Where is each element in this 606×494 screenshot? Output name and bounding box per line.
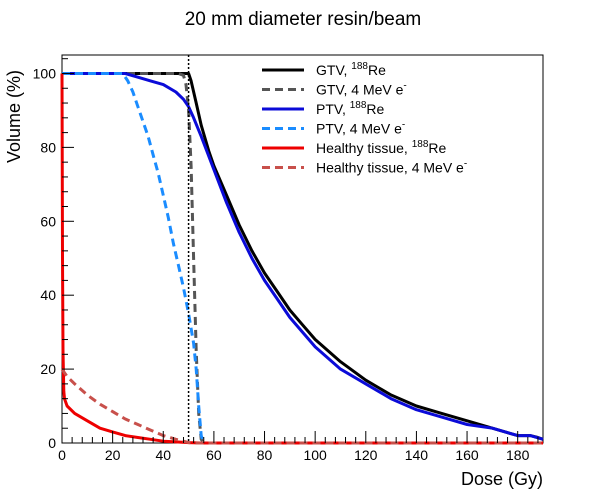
y-tick-label: 60: [40, 213, 56, 229]
y-tick-label: 0: [48, 435, 56, 451]
legend: GTV, 188Re GTV, 4 MeV e- PTV, 188Re PTV, 4 …: [262, 61, 467, 176]
plot-frame: [61, 54, 544, 444]
x-tick-label: 120: [354, 447, 378, 463]
plot-area: [60, 54, 544, 445]
y-tick-label: 100: [33, 65, 57, 81]
chart-title: 20 mm diameter resin/beam: [185, 9, 422, 30]
legend-label-5: Healthy tissue, 188Re: [316, 139, 447, 156]
x-tick-label: 160: [455, 447, 479, 463]
series-line-3: [62, 72, 544, 441]
x-tick-label: 180: [506, 447, 530, 463]
legend-label-2: GTV, 4 MeV e-: [316, 81, 407, 98]
x-tick-label: 100: [303, 447, 327, 463]
legend-label-3: PTV, 188Re: [316, 100, 385, 117]
x-tick-label: 0: [58, 447, 66, 463]
y-tick-label: 40: [40, 287, 56, 303]
series-line-5: [60, 73, 543, 445]
x-tick-label: 20: [105, 447, 121, 463]
y-axis-label: Volume (%): [4, 70, 24, 163]
legend-label-6: Healthy tissue, 4 MeV e-: [316, 159, 467, 176]
series-line-4: [62, 72, 543, 445]
series-line-2: [62, 72, 543, 445]
x-tick-label: 60: [206, 447, 222, 463]
legend-label-4: PTV, 4 MeV e-: [316, 120, 405, 137]
legend-label-1: GTV, 188Re: [316, 61, 386, 78]
x-axis: 0 20 40 60 80 100 120 140 160 180: [58, 431, 539, 463]
y-tick-label: 80: [40, 139, 56, 155]
x-axis-label: Dose (Gy): [461, 469, 543, 489]
series-line-6: [60, 368, 543, 445]
y-tick-label: 20: [40, 361, 56, 377]
x-tick-label: 40: [155, 447, 171, 463]
x-tick-label: 80: [257, 447, 273, 463]
x-tick-label: 140: [405, 447, 429, 463]
y-axis: 0 20 40 60 80 100: [33, 58, 74, 451]
